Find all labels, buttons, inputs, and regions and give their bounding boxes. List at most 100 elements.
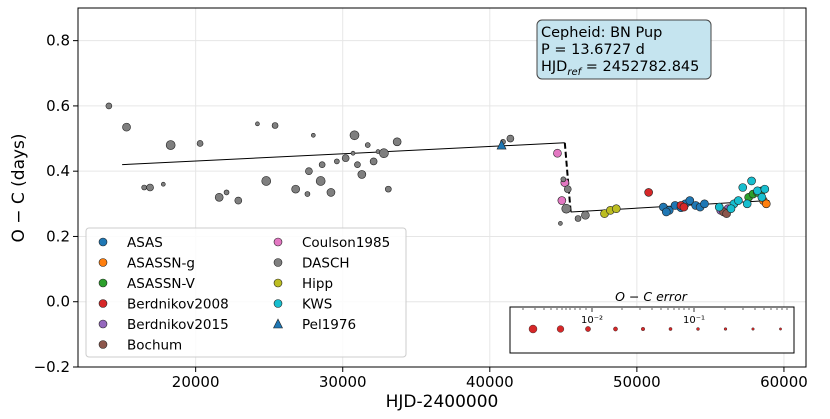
legend-marker-asas — [98, 237, 108, 247]
point-kws — [734, 196, 743, 205]
legend-marker-berdnikov2015 — [98, 319, 108, 329]
y-axis-label: O − C (days) — [9, 133, 29, 242]
point-asas — [661, 207, 671, 217]
legend-label-berdnikov2008: Berdnikov2008 — [127, 297, 229, 313]
error-scale-marker — [641, 327, 646, 332]
error-scale-label-1e-1: 10⁻¹ — [683, 315, 705, 326]
error-scale-marker — [696, 327, 700, 331]
error-scale-marker — [779, 327, 782, 331]
legend-label-dasch: DASCH — [302, 256, 350, 272]
legend-marker-bochum — [98, 340, 108, 349]
point-kws — [742, 199, 752, 209]
legend-label-coulson1985: Coulson1985 — [302, 235, 390, 251]
point-dasch — [357, 170, 367, 179]
point-dasch — [315, 176, 326, 186]
point-asassn-g — [761, 199, 771, 209]
y-tick-label: 0.4 — [46, 162, 70, 180]
point-dasch — [385, 185, 392, 193]
fit-line-solid — [122, 142, 565, 166]
x-axis-label: HJD-2400000 — [386, 392, 499, 412]
legend-marker-asassn-g — [98, 258, 108, 267]
point-kws — [760, 184, 770, 194]
point-dasch — [122, 122, 131, 132]
y-tick-label: −0.2 — [34, 358, 70, 376]
error-scale-label-1e-2: 10⁻² — [581, 315, 603, 326]
point-dasch — [561, 203, 572, 214]
legend-label-asas: ASAS — [127, 235, 163, 251]
point-dasch — [326, 188, 336, 197]
point-hipp — [611, 204, 621, 214]
y-tick-label: 0.2 — [46, 227, 70, 245]
legend-label-asassn-g: ASASSN-g — [127, 256, 195, 272]
error-scale-marker — [613, 326, 618, 332]
point-dasch — [318, 161, 326, 168]
legend-label-pel1976: Pel1976 — [302, 317, 356, 333]
legend-frame — [85, 227, 407, 358]
point-dasch — [305, 167, 313, 175]
point-dasch — [574, 215, 582, 222]
point-kws — [714, 202, 724, 212]
point-dasch — [563, 185, 572, 193]
point-dasch — [364, 142, 371, 148]
axis-ticks: 20000 30000 40000 50000 60000 −0.2 0.0 0.2 0.4 0.… — [34, 32, 808, 391]
point-berdnikov2008 — [644, 188, 653, 197]
y-tick-label: 0.6 — [46, 97, 70, 115]
point-dasch — [506, 134, 515, 143]
legend: ASAS ASASSN-g ASASSN-V Berdnikov2008 Berdnik… — [85, 227, 407, 358]
x-tick-label: 60000 — [760, 373, 808, 391]
point-dasch — [161, 181, 166, 187]
legend-marker-pel1976 — [273, 318, 283, 329]
x-tick-label: 40000 — [466, 373, 514, 391]
point-asas — [700, 199, 709, 209]
fit-line-dashed — [563, 142, 572, 213]
point-coulson1985 — [557, 196, 567, 205]
point-dasch — [581, 210, 590, 220]
point-dasch — [196, 140, 204, 147]
legend-label-bochum: Bochum — [127, 338, 182, 354]
point-dasch — [255, 121, 260, 127]
point-dasch — [304, 191, 311, 197]
error-scale-frame — [509, 306, 795, 354]
point-pel1976 — [496, 139, 507, 150]
point-berdnikov2008 — [679, 202, 689, 212]
error-scale-marker — [556, 325, 565, 333]
point-dasch — [165, 140, 176, 150]
plot-frame — [77, 7, 807, 368]
info-box-reference: HJDref = 2452782.845 — [541, 59, 699, 78]
error-scale-marker — [751, 327, 755, 331]
x-tick-label: 20000 — [172, 373, 220, 391]
legend-label-berdnikov2015: Berdnikov2015 — [127, 317, 229, 333]
error-scale-marker — [528, 324, 538, 334]
legend-marker-asassn-v — [98, 278, 108, 288]
error-scale-marker — [585, 326, 591, 332]
x-tick-label: 30000 — [319, 373, 367, 391]
point-dasch — [350, 150, 356, 156]
point-dasch — [271, 122, 279, 129]
point-coulson1985 — [553, 148, 562, 158]
point-dasch — [558, 221, 563, 226]
legend-marker-hipp — [273, 278, 283, 288]
point-asas — [685, 196, 695, 205]
point-kws — [726, 204, 736, 214]
legend-marker-dasch — [273, 258, 283, 267]
point-dasch — [369, 157, 378, 166]
point-dasch — [261, 176, 272, 186]
point-dasch — [146, 183, 154, 192]
point-dasch — [560, 176, 567, 183]
error-scale-markers — [528, 324, 782, 334]
point-dasch — [311, 132, 316, 138]
point-dasch — [223, 189, 230, 196]
legend-marker-berdnikov2008 — [98, 299, 108, 308]
info-box: Cepheid: BN Pup P = 13.6727 d HJDref = 2… — [536, 19, 712, 80]
data-points — [105, 102, 771, 226]
error-scale-ticks — [522, 308, 788, 312]
point-dasch — [105, 102, 113, 110]
legend-items: ASAS ASASSN-g ASASSN-V Berdnikov2008 Berdnik… — [98, 235, 390, 354]
point-dasch — [141, 184, 147, 191]
point-dasch — [234, 196, 243, 205]
info-box-background — [536, 19, 712, 80]
point-dasch — [334, 158, 340, 165]
error-scale-marker — [668, 327, 673, 331]
x-tick-label: 50000 — [613, 373, 661, 391]
